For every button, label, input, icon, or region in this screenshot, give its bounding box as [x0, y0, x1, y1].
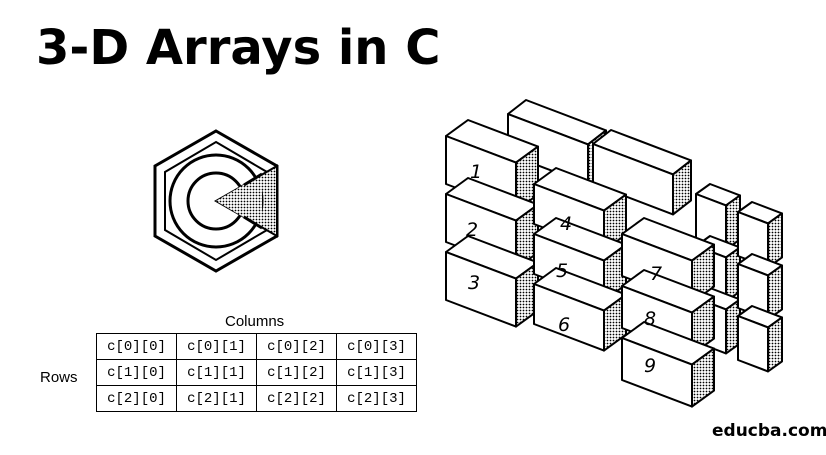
c-language-logo-icon	[153, 129, 279, 273]
table-row: c[1][0] c[1][1] c[1][2] c[1][3]	[96, 359, 417, 386]
3d-array-cubes-illustration: 1 2 3 4 5 6 7 8 9	[445, 99, 783, 408]
table-cell: c[0][2]	[256, 333, 337, 360]
table-cell: c[2][1]	[176, 385, 257, 412]
cube-block-back	[695, 183, 741, 251]
page-title: 3-D Arrays in C	[36, 20, 441, 76]
cube-block-back	[737, 305, 783, 373]
table-cell: c[2][3]	[336, 385, 417, 412]
table-cell: c[2][0]	[96, 385, 177, 412]
array-table: c[0][0] c[0][1] c[0][2] c[0][3] c[1][0] …	[96, 333, 417, 412]
table-row: c[0][0] c[0][1] c[0][2] c[0][3]	[96, 333, 417, 360]
columns-label: Columns	[225, 313, 285, 330]
table-cell: c[0][1]	[176, 333, 257, 360]
rows-label: Rows	[40, 369, 78, 386]
table-cell: c[1][0]	[96, 359, 177, 386]
table-cell: c[2][2]	[256, 385, 337, 412]
cube-block-middle	[533, 217, 627, 302]
cube-label: 3	[468, 272, 480, 294]
cube-label: 9	[644, 355, 656, 377]
table-cell: c[1][2]	[256, 359, 337, 386]
cube-label: 6	[558, 314, 570, 336]
table-cell: c[0][0]	[96, 333, 177, 360]
cube-block-right	[621, 321, 715, 408]
table-cell: c[1][3]	[336, 359, 417, 386]
table-cell: c[0][3]	[336, 333, 417, 360]
cube-block-back	[737, 253, 783, 321]
table-row: c[2][0] c[2][1] c[2][2] c[2][3]	[96, 385, 417, 412]
cube-label: 2	[466, 219, 478, 241]
cube-label: 5	[556, 260, 568, 282]
cube-label: 4	[560, 213, 572, 235]
cube-block-back	[737, 201, 783, 269]
cube-block-top-back	[592, 129, 692, 216]
cube-label: 8	[644, 308, 656, 330]
cube-label: 1	[470, 161, 482, 183]
cube-block-front	[445, 235, 539, 328]
table-cell: c[1][1]	[176, 359, 257, 386]
cube-block-middle	[533, 267, 627, 352]
brand-watermark: educba.com	[712, 421, 826, 441]
cube-label: 7	[650, 263, 662, 285]
